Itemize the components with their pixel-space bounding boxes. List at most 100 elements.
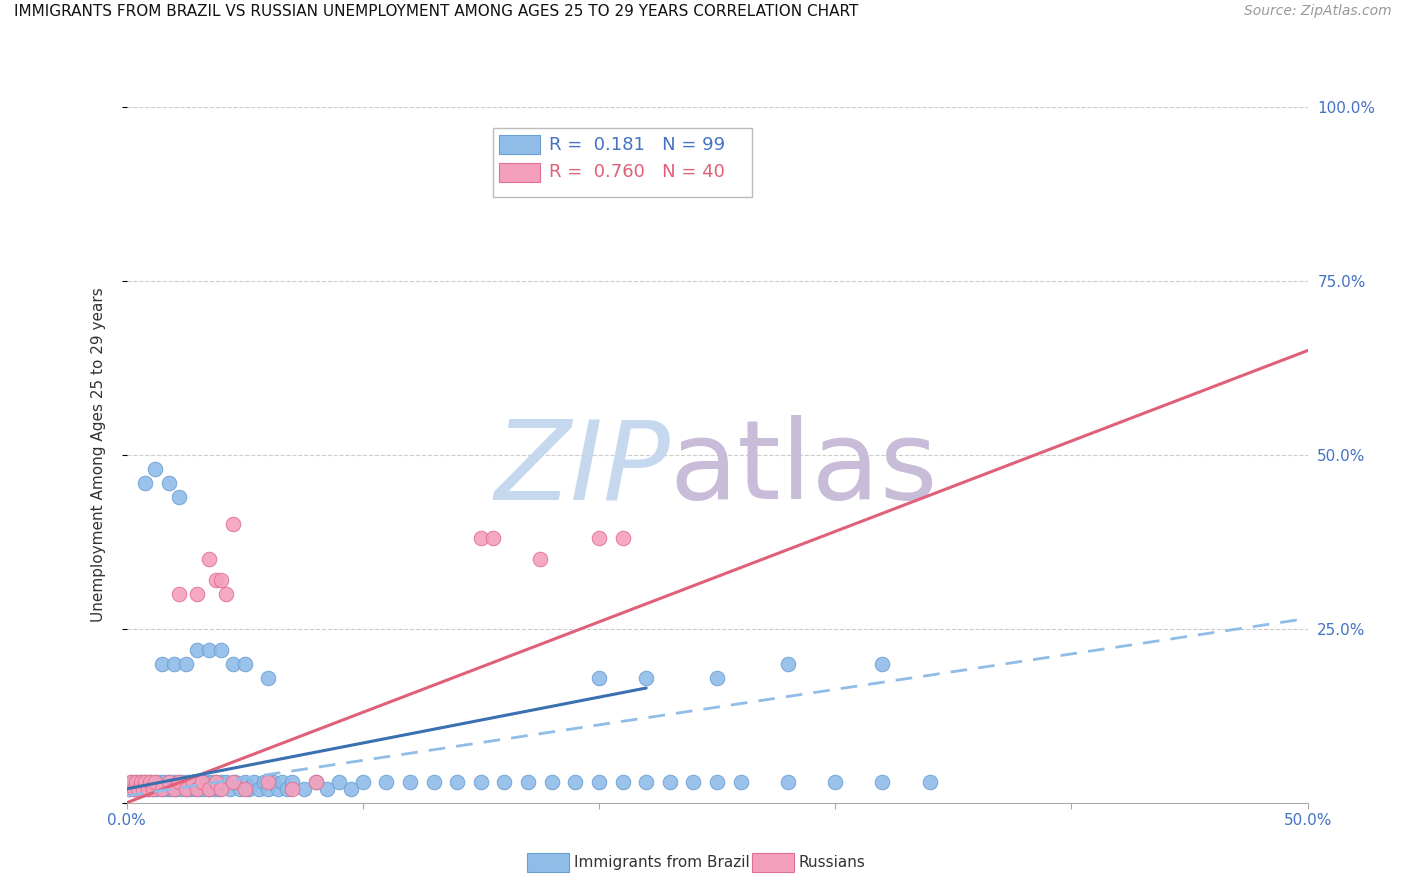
Point bbox=[222, 775, 245, 789]
Point bbox=[446, 775, 468, 789]
Point bbox=[186, 587, 208, 601]
Point bbox=[134, 475, 156, 490]
Point bbox=[682, 775, 704, 789]
Point bbox=[730, 775, 752, 789]
Point bbox=[127, 781, 149, 796]
Point bbox=[612, 775, 634, 789]
Point bbox=[156, 781, 179, 796]
Point bbox=[636, 775, 658, 789]
Point bbox=[257, 671, 280, 685]
Point bbox=[470, 532, 492, 546]
Point bbox=[174, 657, 197, 671]
Point bbox=[143, 775, 166, 789]
Point bbox=[292, 781, 315, 796]
Point bbox=[143, 462, 166, 476]
Point bbox=[209, 642, 232, 657]
Point bbox=[198, 552, 221, 566]
Point bbox=[191, 775, 214, 789]
Point bbox=[157, 775, 180, 789]
Point bbox=[588, 671, 610, 685]
Point bbox=[139, 775, 162, 789]
Point bbox=[612, 532, 634, 546]
Point bbox=[209, 573, 232, 587]
Point bbox=[824, 775, 846, 789]
Point bbox=[243, 775, 266, 789]
Point bbox=[165, 781, 187, 796]
FancyBboxPatch shape bbox=[499, 162, 540, 182]
Point bbox=[205, 573, 228, 587]
Point bbox=[262, 775, 284, 789]
Point bbox=[160, 781, 183, 796]
Point bbox=[120, 775, 142, 789]
Point bbox=[188, 781, 211, 796]
Text: ZIP: ZIP bbox=[494, 416, 669, 523]
Point bbox=[143, 775, 166, 789]
Point bbox=[918, 775, 941, 789]
Text: R =  0.181   N = 99: R = 0.181 N = 99 bbox=[550, 136, 725, 153]
Point bbox=[271, 775, 294, 789]
Point bbox=[205, 775, 228, 789]
Point bbox=[170, 781, 193, 796]
Point bbox=[658, 775, 681, 789]
Point bbox=[233, 657, 256, 671]
Point bbox=[340, 781, 363, 796]
Point bbox=[540, 775, 562, 789]
Point bbox=[163, 775, 186, 789]
Point bbox=[125, 775, 148, 789]
Point bbox=[209, 775, 232, 789]
Point bbox=[229, 781, 252, 796]
Point bbox=[247, 781, 270, 796]
Point bbox=[304, 775, 326, 789]
Point bbox=[141, 781, 163, 796]
Point bbox=[219, 781, 242, 796]
Point bbox=[129, 775, 152, 789]
Point bbox=[222, 657, 245, 671]
Point bbox=[198, 781, 221, 796]
Point bbox=[328, 775, 350, 789]
Point bbox=[163, 657, 186, 671]
Point bbox=[167, 587, 190, 601]
Point bbox=[588, 775, 610, 789]
FancyBboxPatch shape bbox=[499, 135, 540, 154]
Y-axis label: Unemployment Among Ages 25 to 29 years: Unemployment Among Ages 25 to 29 years bbox=[91, 287, 105, 623]
Point bbox=[872, 657, 894, 671]
Point bbox=[122, 781, 145, 796]
Point bbox=[136, 781, 159, 796]
Point bbox=[174, 781, 197, 796]
Point bbox=[139, 775, 162, 789]
Point bbox=[195, 775, 218, 789]
Point bbox=[872, 775, 894, 789]
Text: R =  0.760   N = 40: R = 0.760 N = 40 bbox=[550, 163, 725, 181]
Point bbox=[149, 775, 172, 789]
Point bbox=[181, 775, 204, 789]
Point bbox=[776, 775, 799, 789]
Point bbox=[186, 642, 208, 657]
Point bbox=[172, 775, 194, 789]
Point bbox=[163, 781, 186, 796]
Point bbox=[316, 781, 339, 796]
Point bbox=[167, 490, 190, 504]
Point bbox=[276, 781, 298, 796]
Point bbox=[193, 781, 215, 796]
Point bbox=[125, 775, 148, 789]
Point bbox=[706, 671, 728, 685]
Point bbox=[422, 775, 444, 789]
Point bbox=[636, 671, 658, 685]
Point bbox=[470, 775, 492, 789]
Point bbox=[186, 775, 208, 789]
Point bbox=[120, 775, 142, 789]
Text: Source: ZipAtlas.com: Source: ZipAtlas.com bbox=[1244, 4, 1392, 19]
Point bbox=[186, 781, 208, 796]
Point bbox=[222, 517, 245, 532]
Point bbox=[177, 775, 200, 789]
Point bbox=[776, 657, 799, 671]
Point bbox=[118, 781, 141, 796]
Point bbox=[304, 775, 326, 789]
Point bbox=[134, 775, 156, 789]
Point bbox=[174, 781, 197, 796]
Point bbox=[150, 657, 173, 671]
Point bbox=[494, 775, 516, 789]
Point bbox=[184, 781, 207, 796]
Point bbox=[517, 775, 540, 789]
Text: Russians: Russians bbox=[799, 855, 866, 870]
